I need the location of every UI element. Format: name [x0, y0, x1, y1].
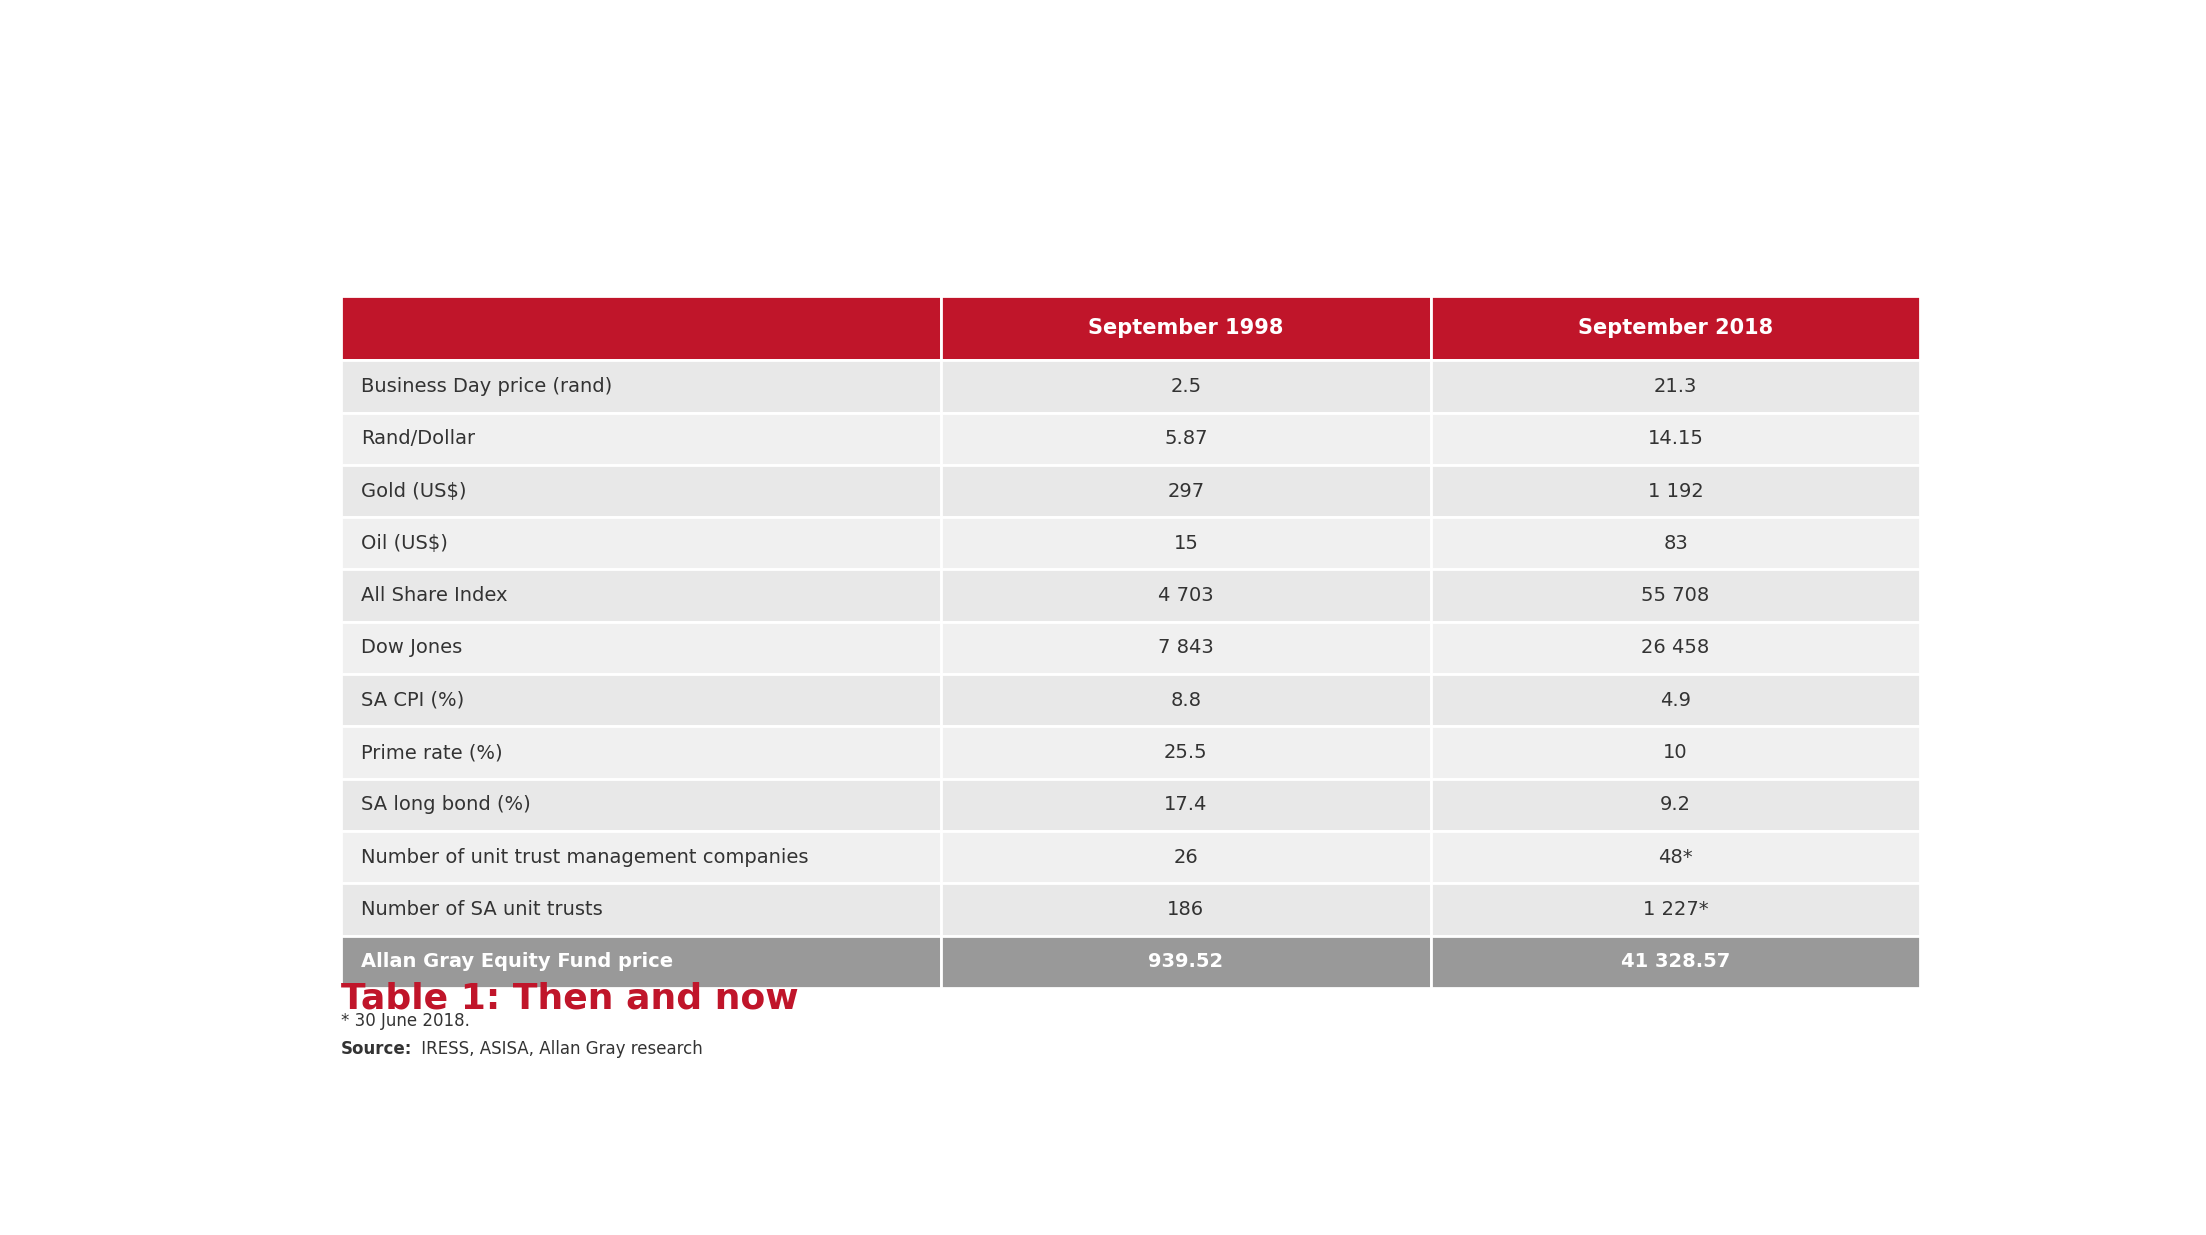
- Text: 41 328.57: 41 328.57: [1621, 952, 1730, 971]
- Bar: [1432, 779, 1921, 831]
- Text: Oil (US$): Oil (US$): [362, 534, 448, 553]
- Bar: [340, 412, 942, 464]
- Text: 939.52: 939.52: [1149, 952, 1224, 971]
- Text: * 30 June 2018.: * 30 June 2018.: [340, 1011, 470, 1030]
- Text: 17.4: 17.4: [1165, 795, 1207, 814]
- Text: Dow Jones: Dow Jones: [362, 638, 463, 657]
- Text: Gold (US$): Gold (US$): [362, 482, 468, 500]
- Text: 186: 186: [1167, 900, 1204, 919]
- Bar: [942, 831, 1432, 883]
- Bar: [942, 674, 1432, 726]
- Text: Allan Gray Equity Fund price: Allan Gray Equity Fund price: [362, 952, 673, 971]
- Bar: [340, 569, 942, 621]
- Text: 83: 83: [1663, 534, 1688, 553]
- Bar: [340, 464, 942, 517]
- Text: 25.5: 25.5: [1165, 743, 1207, 762]
- Text: SA CPI (%): SA CPI (%): [362, 690, 465, 710]
- Bar: [942, 361, 1432, 412]
- Text: 9.2: 9.2: [1661, 795, 1692, 814]
- Text: Source:: Source:: [340, 1040, 413, 1058]
- Bar: [340, 779, 942, 831]
- Text: 2.5: 2.5: [1171, 377, 1202, 396]
- Text: 15: 15: [1174, 534, 1198, 553]
- Bar: [1432, 831, 1921, 883]
- Bar: [942, 517, 1432, 569]
- Text: 1 227*: 1 227*: [1643, 900, 1707, 919]
- Text: 55 708: 55 708: [1641, 587, 1710, 605]
- Bar: [1432, 295, 1921, 361]
- Text: IRESS, ASISA, Allan Gray research: IRESS, ASISA, Allan Gray research: [417, 1040, 704, 1058]
- Bar: [1432, 883, 1921, 936]
- Text: Prime rate (%): Prime rate (%): [362, 743, 503, 762]
- Text: 8.8: 8.8: [1171, 690, 1202, 710]
- Bar: [340, 621, 942, 674]
- Text: Number of SA unit trusts: Number of SA unit trusts: [362, 900, 602, 919]
- Text: 48*: 48*: [1659, 847, 1692, 867]
- Text: 10: 10: [1663, 743, 1688, 762]
- Bar: [1432, 361, 1921, 412]
- Text: Table 1: Then and now: Table 1: Then and now: [340, 982, 799, 1015]
- Bar: [340, 936, 942, 988]
- Text: September 2018: September 2018: [1577, 317, 1774, 338]
- Bar: [340, 295, 942, 361]
- Bar: [340, 831, 942, 883]
- Bar: [1432, 726, 1921, 779]
- Bar: [1432, 569, 1921, 621]
- Bar: [942, 569, 1432, 621]
- Bar: [942, 621, 1432, 674]
- Bar: [340, 517, 942, 569]
- Bar: [340, 883, 942, 936]
- Text: 5.87: 5.87: [1165, 430, 1207, 448]
- Text: 26: 26: [1174, 847, 1198, 867]
- Text: SA long bond (%): SA long bond (%): [362, 795, 532, 814]
- Text: 14.15: 14.15: [1648, 430, 1703, 448]
- Bar: [340, 674, 942, 726]
- Bar: [942, 726, 1432, 779]
- Bar: [942, 412, 1432, 464]
- Text: 4 703: 4 703: [1158, 587, 1213, 605]
- Bar: [942, 936, 1432, 988]
- Bar: [942, 295, 1432, 361]
- Bar: [1432, 464, 1921, 517]
- Text: 21.3: 21.3: [1654, 377, 1696, 396]
- Bar: [1432, 517, 1921, 569]
- Text: 4.9: 4.9: [1661, 690, 1692, 710]
- Text: 7 843: 7 843: [1158, 638, 1213, 657]
- Bar: [340, 361, 942, 412]
- Text: 1 192: 1 192: [1648, 482, 1703, 500]
- Bar: [942, 883, 1432, 936]
- Bar: [1432, 674, 1921, 726]
- Text: Number of unit trust management companies: Number of unit trust management companie…: [362, 847, 810, 867]
- Text: Business Day price (rand): Business Day price (rand): [362, 377, 613, 396]
- Bar: [1432, 621, 1921, 674]
- Text: 297: 297: [1167, 482, 1204, 500]
- Text: 26 458: 26 458: [1641, 638, 1710, 657]
- Bar: [942, 464, 1432, 517]
- Text: All Share Index: All Share Index: [362, 587, 507, 605]
- Bar: [1432, 412, 1921, 464]
- Bar: [1432, 936, 1921, 988]
- Text: September 1998: September 1998: [1088, 317, 1284, 338]
- Bar: [942, 779, 1432, 831]
- Text: Rand/Dollar: Rand/Dollar: [362, 430, 474, 448]
- Bar: [340, 726, 942, 779]
